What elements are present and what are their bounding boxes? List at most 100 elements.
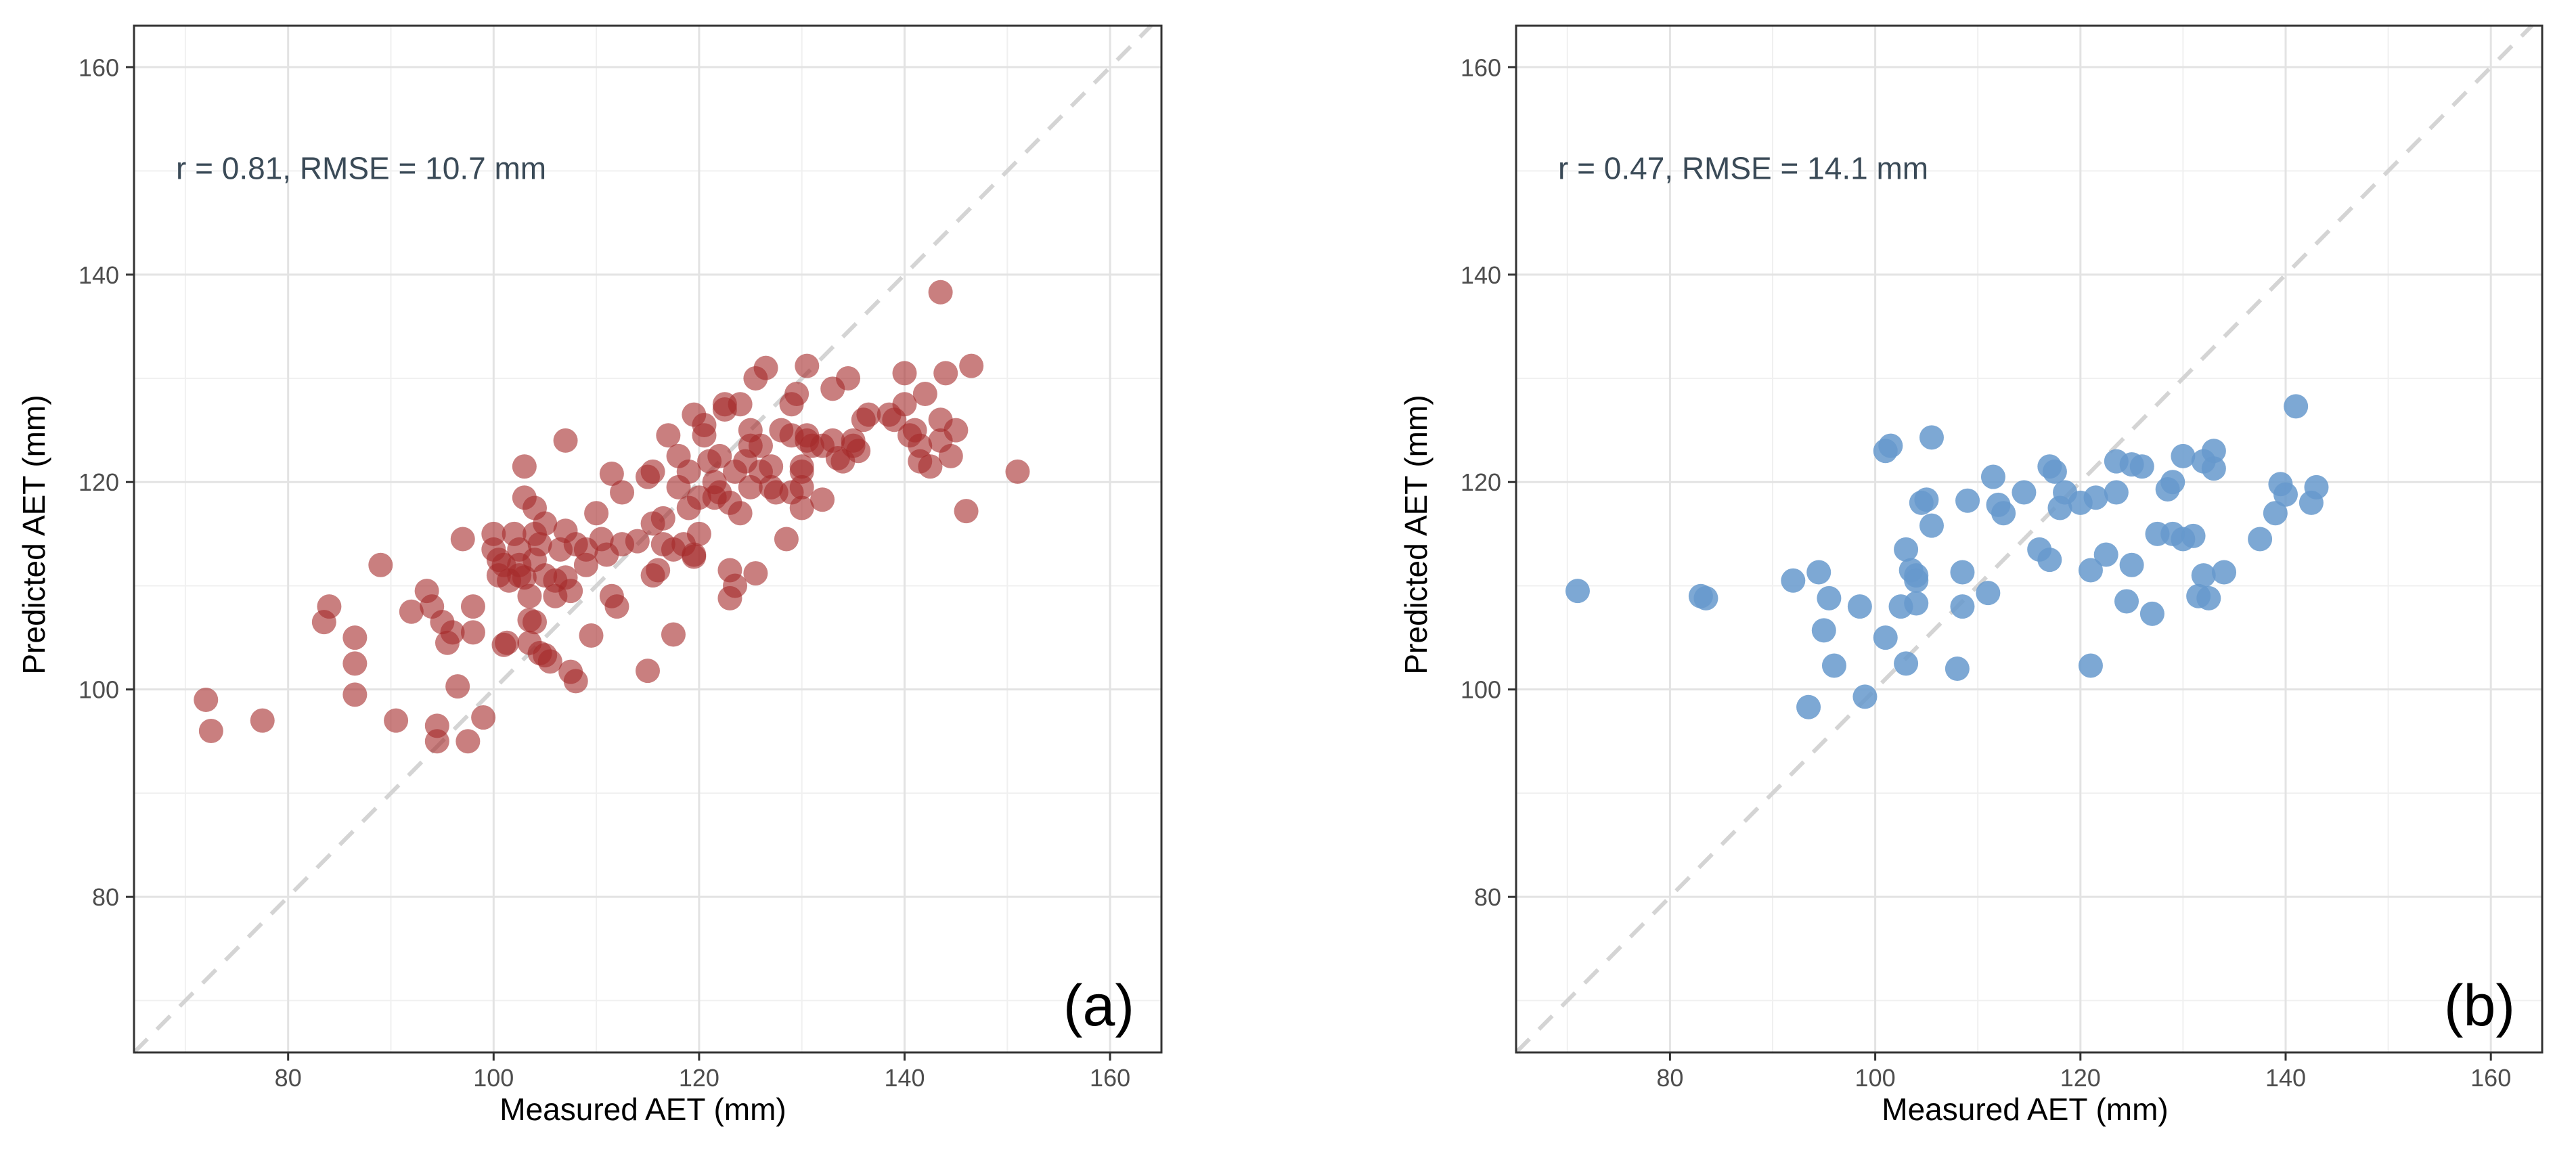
data-point [1980, 464, 2005, 489]
data-point [456, 729, 481, 754]
data-point [933, 361, 958, 386]
data-point [2201, 439, 2226, 464]
x-tick-label: 140 [884, 1064, 925, 1092]
data-point [342, 682, 368, 707]
data-point [1991, 501, 2016, 526]
data-point [774, 527, 799, 552]
data-point [2093, 542, 2118, 567]
data-point [368, 552, 393, 577]
data-point [523, 610, 548, 635]
data-point [2119, 552, 2144, 577]
data-point [856, 402, 881, 427]
data-point [692, 423, 717, 448]
data-point [928, 280, 953, 305]
data-point [2037, 548, 2062, 573]
x-tick-label: 120 [2060, 1064, 2101, 1092]
data-point [2273, 482, 2298, 507]
x-tick-label: 80 [1656, 1064, 1683, 1092]
data-point [460, 620, 485, 645]
data-point [1950, 560, 1975, 585]
data-point [424, 729, 449, 754]
data-point [2171, 443, 2196, 468]
data-point [1005, 459, 1030, 484]
data-point [2284, 394, 2309, 419]
y-tick-label: 140 [1461, 261, 1501, 289]
panel-border [133, 24, 1163, 1054]
scatter-panel-b: 80 100 120 140 160 80 100 120 140 160 r = 0.47, RM… [1398, 24, 2544, 1127]
data-point [748, 433, 773, 458]
x-tick-label: 120 [679, 1064, 719, 1092]
data-point [537, 649, 562, 674]
data-point [2012, 480, 2037, 505]
data-point [342, 625, 368, 650]
data-point [2104, 480, 2129, 505]
data-point [810, 487, 835, 512]
data-point [2160, 470, 2185, 495]
data-point [1976, 581, 2001, 606]
data-point [1796, 694, 1821, 719]
data-point [317, 594, 342, 619]
data-point [584, 501, 609, 526]
data-point [553, 428, 578, 453]
data-points [194, 280, 1030, 754]
data-point [1565, 579, 1590, 604]
data-point [2083, 485, 2108, 510]
data-point [1852, 684, 1878, 709]
data-point [1904, 591, 1929, 616]
y-tick-label: 160 [79, 53, 119, 81]
data-point [1873, 625, 1898, 650]
data-point [512, 565, 537, 590]
data-point [912, 381, 937, 406]
y-tick-label: 100 [1461, 676, 1501, 704]
panel-label: (a) [1063, 973, 1134, 1038]
data-point [2212, 560, 2237, 585]
data-point [342, 651, 368, 676]
data-point [938, 443, 963, 468]
data-point [2248, 527, 2273, 552]
data-point [194, 688, 219, 713]
x-tick-label: 140 [2265, 1064, 2306, 1092]
data-point [250, 708, 275, 733]
data-point [743, 561, 768, 586]
data-point [1945, 657, 1970, 682]
data-point [460, 594, 485, 619]
panel-label: (b) [2444, 973, 2515, 1038]
data-point [1919, 425, 1944, 450]
data-point [1878, 433, 1903, 458]
data-point [563, 669, 588, 694]
data-point [1817, 585, 1842, 610]
data-point [959, 353, 984, 378]
x-tick-label: 160 [1090, 1064, 1130, 1092]
data-point [1821, 653, 1846, 678]
data-point [2304, 474, 2329, 499]
data-point [892, 361, 917, 386]
data-point [943, 418, 969, 443]
stats-annotation: r = 0.81, RMSE = 10.7 mm [176, 151, 546, 186]
x-tick-label: 160 [2470, 1064, 2511, 1092]
data-point [789, 474, 814, 499]
data-point [1919, 513, 1944, 538]
y-tick-label: 120 [1461, 468, 1501, 496]
data-point [707, 443, 732, 468]
data-point [954, 499, 979, 524]
data-point [636, 659, 660, 684]
data-point [723, 573, 748, 598]
data-point [640, 459, 665, 484]
data-point [1693, 585, 1718, 610]
y-tick-label: 160 [1461, 53, 1501, 81]
data-point [1811, 618, 1836, 643]
x-axis-title: Measured AET (mm) [499, 1092, 786, 1127]
data-point [2191, 563, 2216, 588]
data-point [445, 674, 470, 699]
x-tick-label: 80 [275, 1064, 302, 1092]
data-point [686, 521, 711, 546]
data-point [2114, 589, 2139, 614]
y-tick-label: 100 [79, 676, 119, 704]
data-point [646, 558, 671, 583]
data-point [2078, 653, 2103, 678]
data-point [1904, 563, 1929, 588]
data-point [527, 532, 552, 557]
data-point [1847, 594, 1872, 619]
data-point [579, 623, 604, 648]
